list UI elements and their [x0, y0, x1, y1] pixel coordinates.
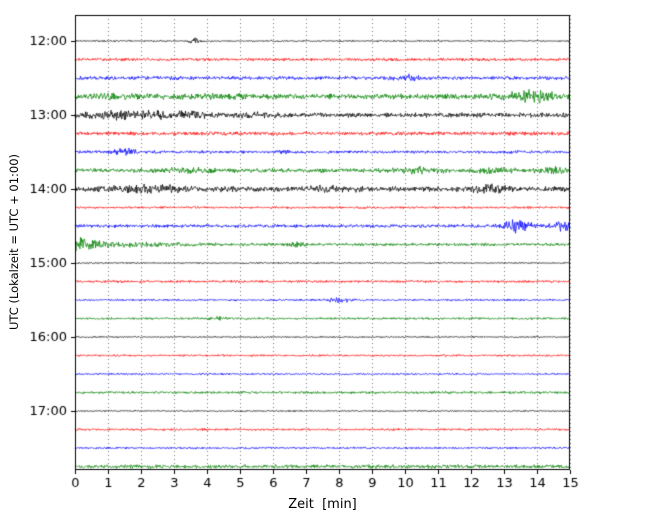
x-axis-label: Zeit [min] — [288, 497, 357, 512]
y-axis-label: UTC (Lokalzeit = UTC + 01:00) — [7, 153, 21, 331]
